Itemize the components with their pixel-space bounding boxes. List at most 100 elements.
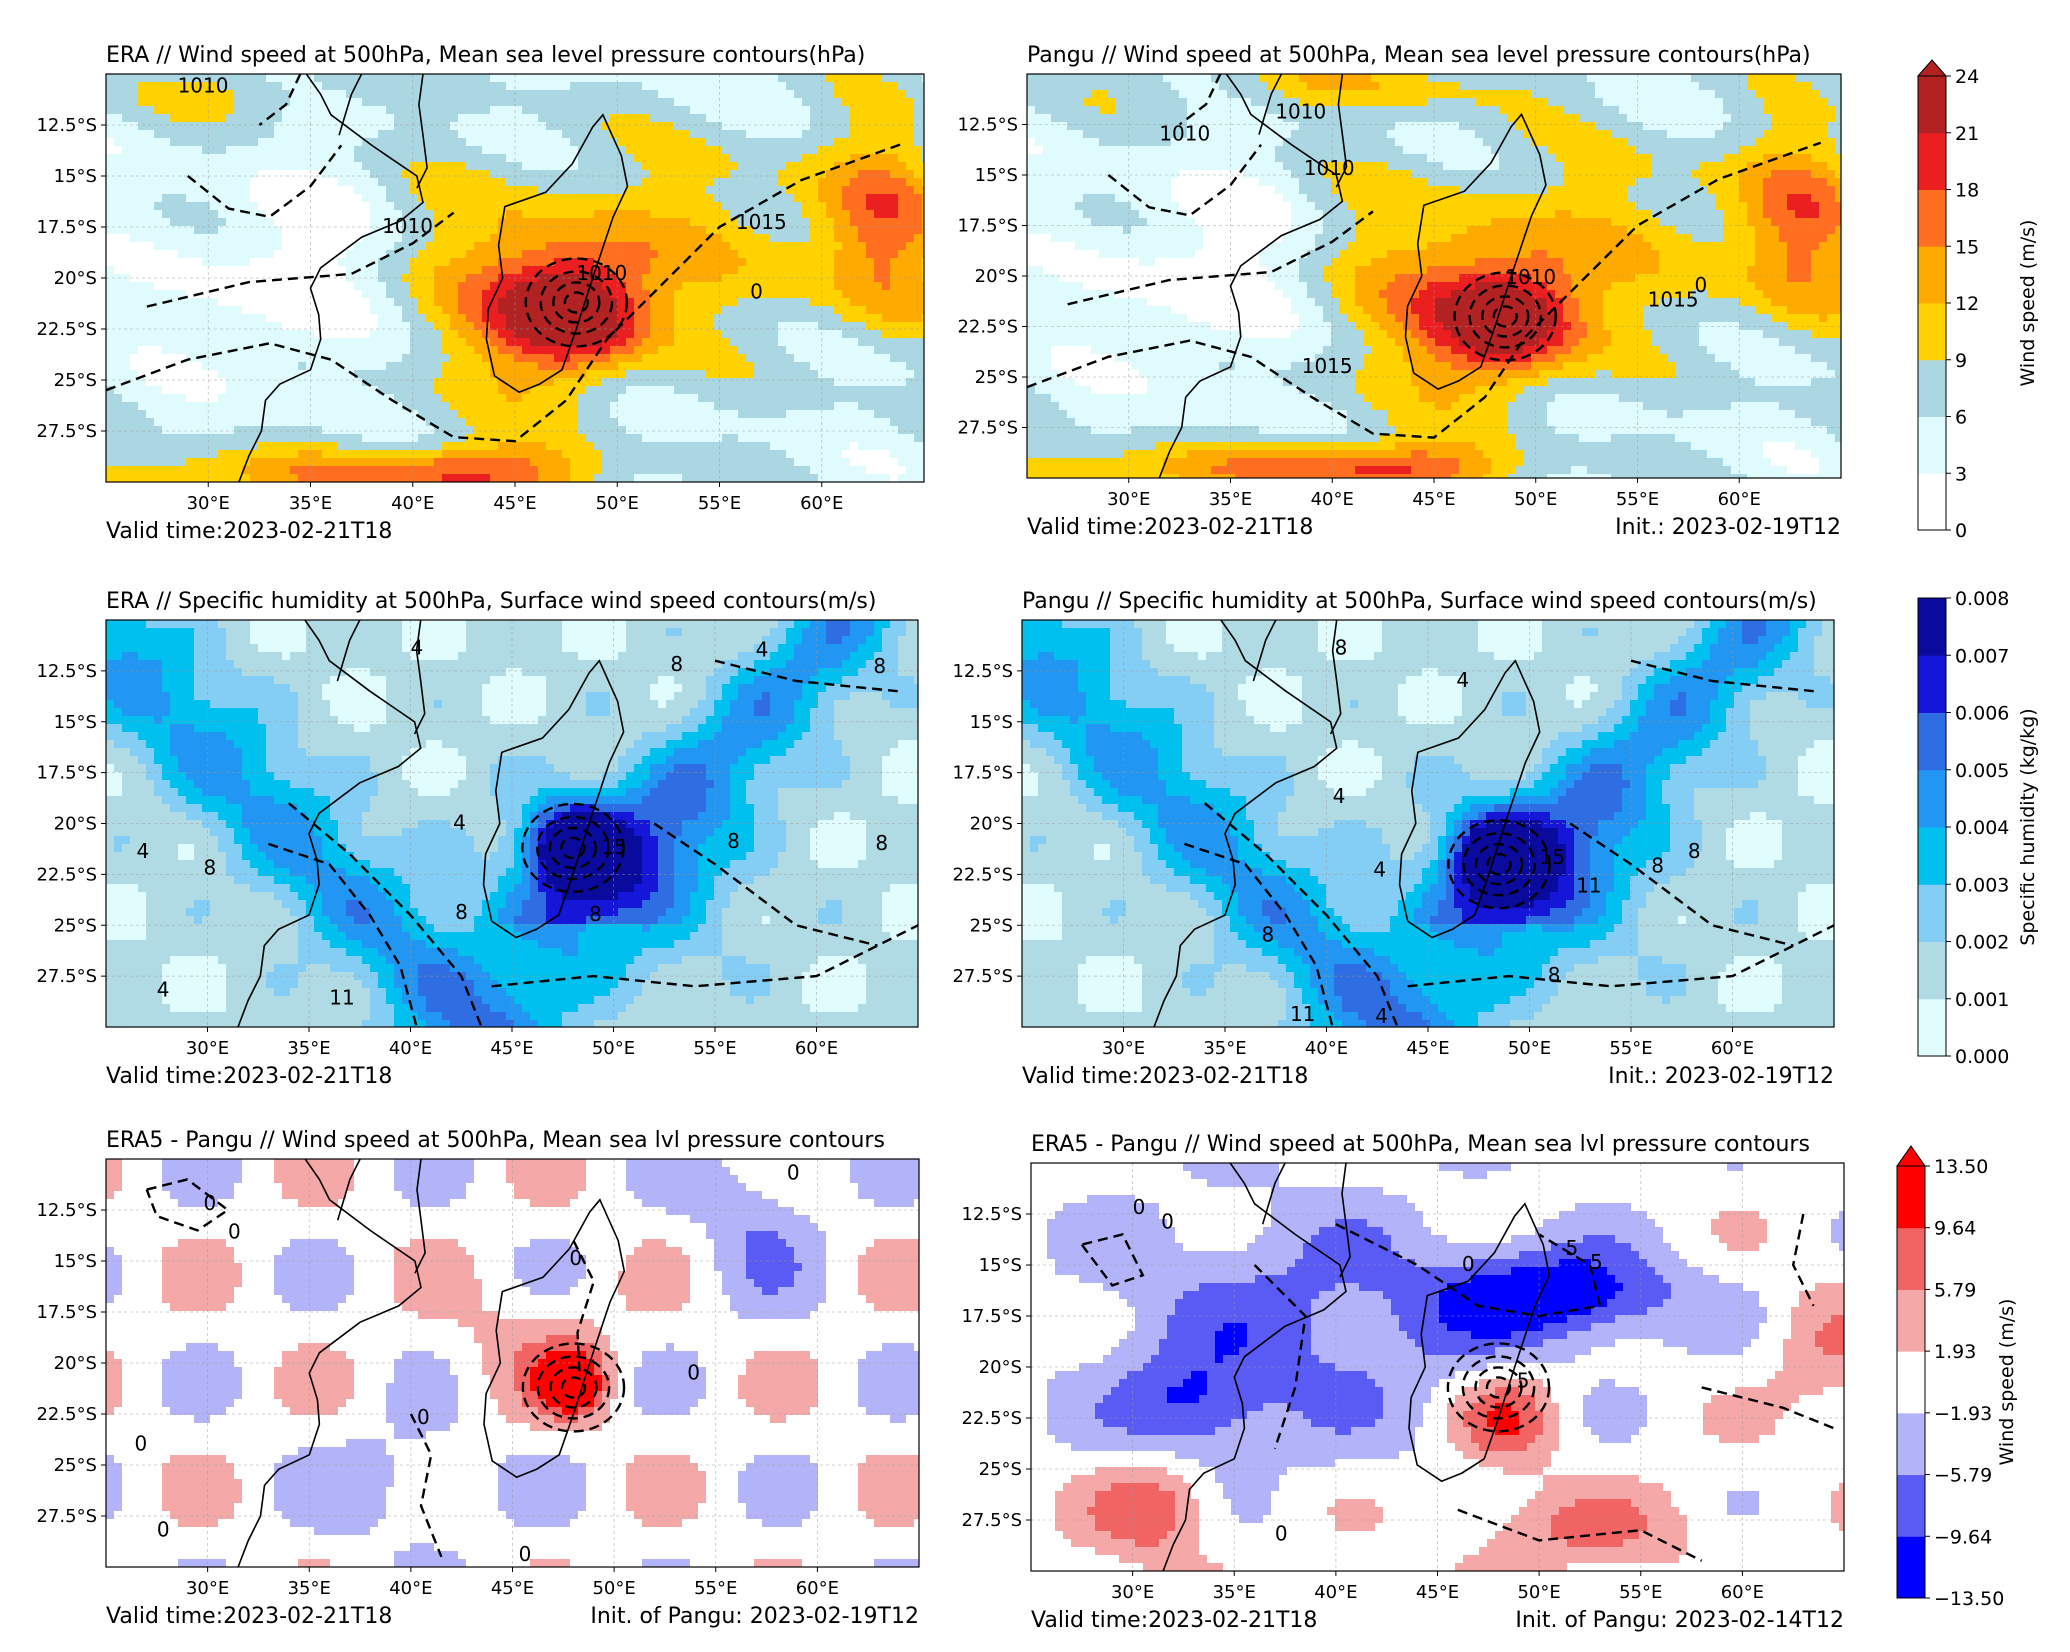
colorbar-extend-arrow <box>1916 59 1948 77</box>
y-tick-label: 17.5°S <box>36 1302 97 1323</box>
colorbar-tick-label: 3 <box>1955 463 1967 485</box>
init-time: Init.: 2023-02-19T12 <box>1615 515 1841 540</box>
valid-time: Valid time:2023-02-21T18 <box>106 1604 392 1629</box>
y-tick-label: 15°S <box>979 1255 1022 1276</box>
contour-lines <box>1184 659 1834 1027</box>
x-tick-label: 35°E <box>1213 1582 1256 1603</box>
x-tick-label: 45°E <box>491 1578 534 1599</box>
contour-label: 1010 <box>1159 122 1210 146</box>
x-tick-label: 50°E <box>1517 1582 1560 1603</box>
y-tick-label: 15°S <box>54 712 97 733</box>
colorbar-tick-label: 0 <box>1955 520 1967 542</box>
x-tick-label: 50°E <box>592 1038 635 1059</box>
x-tick-label: 40°E <box>391 493 434 514</box>
x-tick-label: 45°E <box>1416 1582 1459 1603</box>
y-tick-label: 22.5°S <box>952 864 1013 885</box>
colorbar-tick-label: 1.93 <box>1934 1341 1976 1363</box>
colorbar-segment <box>1918 359 1946 417</box>
colorbar-tick-label: 15 <box>1955 236 1979 258</box>
contour-label: 8 <box>1651 853 1664 877</box>
contour-label: 0 <box>569 1246 582 1270</box>
contour-label: 0 <box>204 1191 217 1215</box>
colorbar-segment <box>1918 416 1946 474</box>
x-tick-label: 40°E <box>1311 489 1354 510</box>
colorbar-tick-label: 0.001 <box>1955 989 2009 1011</box>
x-tick-label: 60°E <box>796 1578 839 1599</box>
colorbar-label: Specific humidity (kg/kg) <box>2017 708 2039 945</box>
coastlines <box>1162 1163 1551 1571</box>
y-tick-label: 12.5°S <box>952 661 1013 682</box>
x-tick-label: 45°E <box>1412 489 1455 510</box>
colorbar-segment <box>1897 1289 1925 1352</box>
y-tick-label: 17.5°S <box>952 763 1013 784</box>
y-tick-label: 20°S <box>970 814 1013 835</box>
valid-time: Valid time:2023-02-21T18 <box>1022 1064 1308 1089</box>
colorbar-label: Wind speed (m/s) <box>2017 220 2039 387</box>
y-tick-label: 12.5°S <box>36 1200 97 1221</box>
colorbar-label: Wind speed (m/s) <box>1996 1299 2018 1466</box>
y-tick-label: 25°S <box>54 370 97 391</box>
y-tick-label: 25°S <box>54 915 97 936</box>
y-tick-label: 22.5°S <box>36 319 97 340</box>
contour-label: 5 <box>1590 1250 1603 1274</box>
y-tick-label: 17.5°S <box>36 763 97 784</box>
colorbar-segment <box>1897 1227 1925 1290</box>
y-tick-label: 20°S <box>54 1353 97 1374</box>
contour-lines <box>145 1178 626 1558</box>
contour-label: 0 <box>134 1432 147 1456</box>
panel-era-wind: 1010 1010 1010 1015 0 30°E 35°E 40°E 45°E 50°E 55°… <box>36 43 925 544</box>
contour-lines <box>1080 1213 1835 1562</box>
contour-label: 5 <box>1566 1236 1579 1260</box>
y-tick-label: 17.5°S <box>957 216 1018 237</box>
y-tick-label: 22.5°S <box>957 317 1018 338</box>
contour-label: 1010 <box>178 73 229 97</box>
y-tick-label: 15°S <box>54 1251 97 1272</box>
y-tick-label: 12.5°S <box>36 115 97 136</box>
valid-time: Valid time:2023-02-21T18 <box>1027 515 1313 540</box>
y-tick-label: 15°S <box>54 166 97 187</box>
init-time: Init.: 2023-02-19T12 <box>1608 1064 1834 1089</box>
contour-label: 0 <box>787 1160 800 1184</box>
y-tick-label: 20°S <box>54 268 97 289</box>
contour-label: 0 <box>1275 1521 1288 1545</box>
y-tick-label: 27.5°S <box>36 966 97 987</box>
colorbar-segment <box>1918 769 1946 828</box>
colorbar-tick-label: −1.93 <box>1934 1403 1992 1425</box>
colorbar-tick-label: 18 <box>1955 180 1979 202</box>
y-tick-label: 22.5°S <box>36 864 97 885</box>
x-tick-label: 30°E <box>186 1578 229 1599</box>
contour-label: 11 <box>1290 1002 1315 1026</box>
x-tick-label: 35°E <box>1203 1038 1246 1059</box>
colorbar-tick-label: 0.007 <box>1955 645 2009 667</box>
init-time: Init. of Pangu: 2023-02-14T12 <box>1515 1608 1844 1633</box>
colorbar-diff-cbar: −13.50 −9.64 −5.79 −1.93 1.93 5.79 9.64 13.50 Wi… <box>1896 1145 2018 1610</box>
colorbar-segment <box>1897 1166 1925 1229</box>
colorbar-tick-label: 0.000 <box>1955 1046 2009 1068</box>
x-tick-label: 40°E <box>1305 1038 1348 1059</box>
x-tick-label: 50°E <box>596 493 639 514</box>
contour-label: 0 <box>750 279 763 303</box>
contour-label: 4 <box>1456 668 1469 692</box>
coastlines <box>1158 74 1547 478</box>
colorbar-tick-label: 0.005 <box>1955 760 2009 782</box>
colorbar-segment <box>1918 598 1946 656</box>
contour-lines <box>268 659 918 1027</box>
contour-label: 0 <box>1133 1195 1146 1219</box>
colorbar-segment <box>1918 941 1946 1000</box>
contour-label: 8 <box>1335 636 1348 660</box>
contour-label: 4 <box>756 638 769 662</box>
x-tick-label: 45°E <box>493 493 536 514</box>
contour-label: 15 <box>601 835 626 859</box>
colorbar-extend-arrow <box>1896 1145 1926 1167</box>
valid-time: Valid time:2023-02-21T18 <box>106 1064 392 1089</box>
contour-label: 1010 <box>1304 156 1355 180</box>
colorbar-segment <box>1918 473 1946 531</box>
y-tick-label: 25°S <box>979 1459 1022 1480</box>
colorbar-segment <box>1918 76 1946 134</box>
contour-label: 4 <box>157 977 170 1001</box>
valid-time: Valid time:2023-02-21T18 <box>106 519 392 544</box>
colorbar-tick-label: 0.002 <box>1955 932 2009 954</box>
coastlines <box>238 74 629 482</box>
contour-label: 0 <box>1161 1209 1174 1233</box>
